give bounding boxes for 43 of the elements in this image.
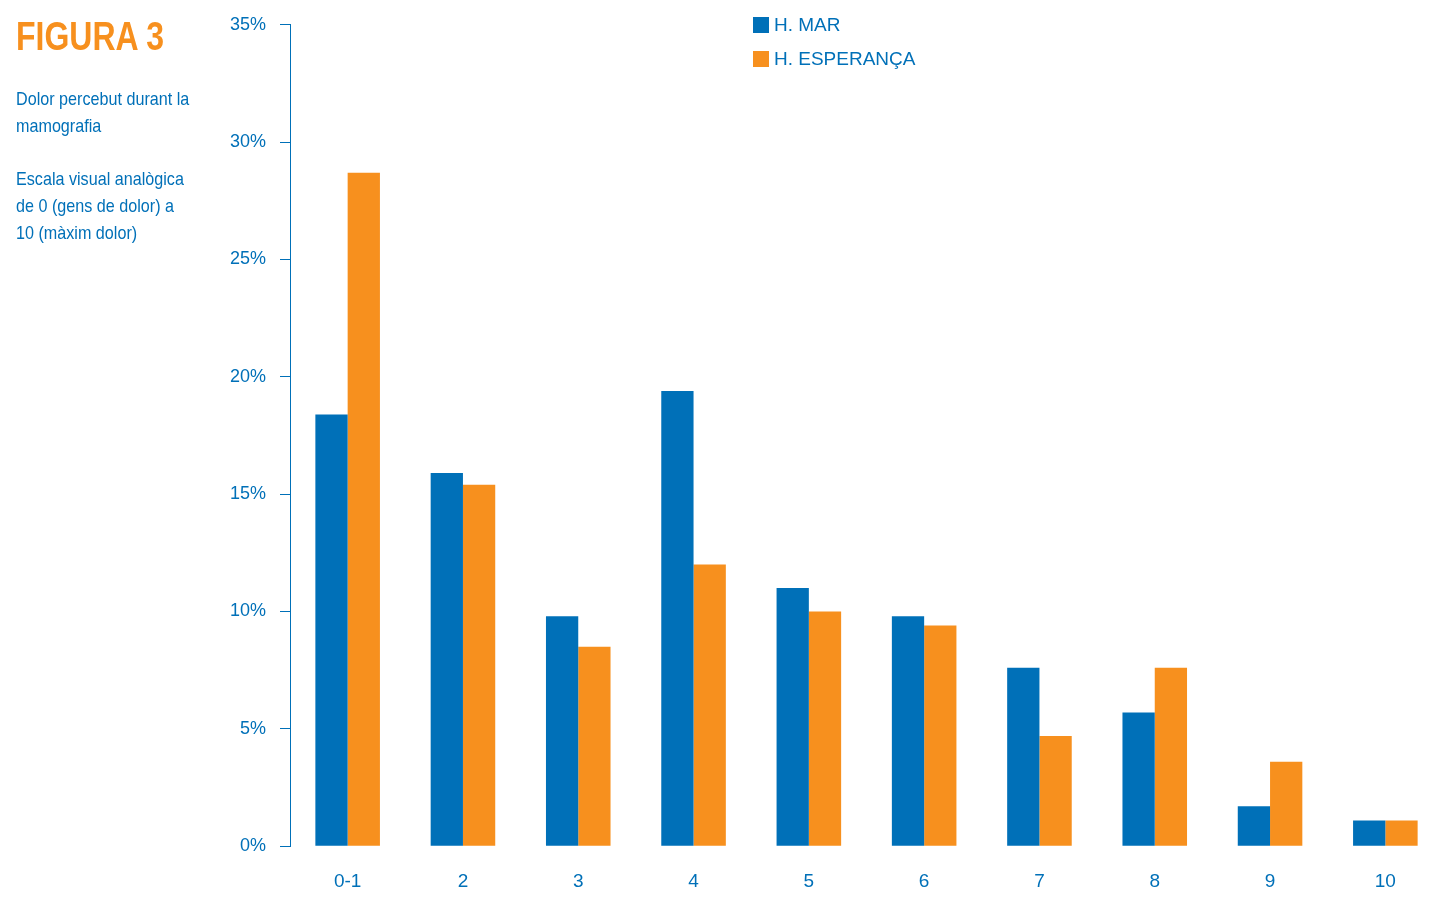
y-tick-label: 15% <box>229 483 266 504</box>
legend-label: H. MAR <box>774 14 841 36</box>
bar <box>693 564 726 846</box>
bar <box>347 172 380 846</box>
y-tick-label: 0% <box>239 835 266 856</box>
x-tick-label: 8 <box>1149 869 1161 891</box>
bar <box>776 588 809 846</box>
x-tick-label: 0-1 <box>333 869 362 891</box>
x-tick-label: 3 <box>572 869 584 891</box>
bar <box>462 484 496 846</box>
x-tick-label: 10 <box>1374 869 1396 891</box>
y-tick-label: 20% <box>229 365 266 386</box>
x-tick-label: 7 <box>1034 869 1045 891</box>
x-tick-label: 2 <box>457 869 469 891</box>
bar <box>1270 761 1303 846</box>
y-tick-label: 30% <box>229 131 266 152</box>
x-tick-label: 6 <box>918 869 930 891</box>
bar <box>1039 735 1072 846</box>
y-tick-label: 35% <box>229 13 266 34</box>
bar <box>1007 667 1040 846</box>
text: Escala visual analògica de 0 (gens de dolor) a 10 (màxim dolor) <box>16 167 185 245</box>
y-tick-label: 25% <box>229 248 266 269</box>
bar <box>661 390 694 846</box>
bar <box>545 616 579 846</box>
bar <box>1385 820 1418 846</box>
x-tick-label: 5 <box>803 869 815 891</box>
bar <box>891 616 925 846</box>
bar <box>1353 820 1386 846</box>
bar <box>808 611 842 846</box>
bar <box>1122 712 1155 846</box>
text: Dolor percebut durant la mamografia <box>16 87 191 138</box>
legend-label: H. ESPERANÇA <box>774 48 916 70</box>
x-tick-label: 9 <box>1264 869 1276 891</box>
y-tick-label: 10% <box>229 600 266 621</box>
bar <box>430 473 463 846</box>
bar <box>578 646 611 846</box>
bar <box>924 625 957 846</box>
bar <box>1237 806 1271 846</box>
bar <box>1154 667 1188 846</box>
y-tick-label: 5% <box>239 717 266 738</box>
chart-title: FIGURA 3 <box>16 14 165 59</box>
x-tick-label: 4 <box>688 869 700 891</box>
bar <box>315 414 348 846</box>
